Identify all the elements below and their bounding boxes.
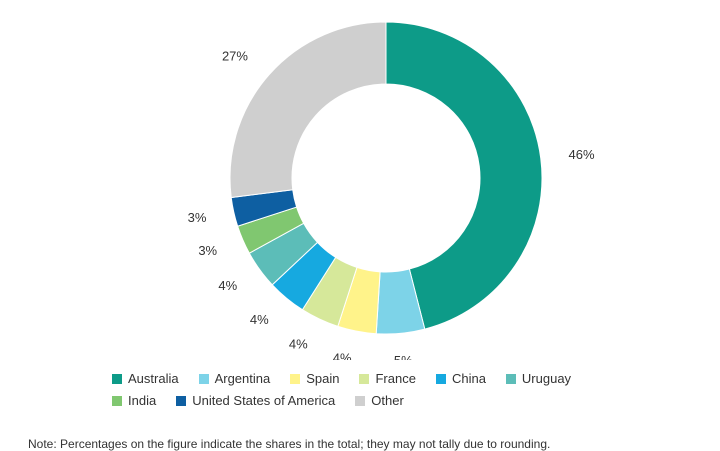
data-label-other: 27% <box>222 48 248 63</box>
chart-note: Note: Percentages on the figure indicate… <box>28 437 551 451</box>
data-label-france: 4% <box>289 336 308 351</box>
legend-swatch <box>505 374 516 384</box>
legend-row: India United States of America Other <box>112 392 672 410</box>
legend-swatch <box>176 396 187 406</box>
legend-label: France <box>375 371 416 386</box>
data-label-argentina: 5% <box>394 353 413 360</box>
legend-swatch <box>435 374 446 384</box>
legend-swatch <box>290 374 301 384</box>
data-label-united-states-of-america: 3% <box>188 210 207 225</box>
data-label-uruguay: 4% <box>218 278 237 293</box>
legend-label: United States of America <box>192 393 336 408</box>
legend-label: Other <box>371 393 404 408</box>
legend-item: China <box>435 370 486 388</box>
legend-label: Spain <box>306 371 340 386</box>
legend-item: United States of America <box>176 392 335 410</box>
slice-other <box>229 21 387 199</box>
legend-item: France <box>359 370 416 388</box>
legend-label: Uruguay <box>521 371 572 386</box>
legend-row: Australia Argentina Spain France China Urugua… <box>112 370 672 388</box>
data-label-india: 3% <box>198 243 217 258</box>
legend-swatch <box>112 396 122 406</box>
chart-legend: Australia Argentina Spain France China Urugua… <box>112 370 672 414</box>
slice-australia <box>385 21 543 330</box>
legend-label: Argentina <box>214 371 271 386</box>
legend-swatch <box>112 374 122 384</box>
legend-label: India <box>128 393 157 408</box>
legend-swatch <box>355 396 366 406</box>
legend-item: Spain <box>290 370 339 388</box>
legend-label: Australia <box>128 371 179 386</box>
legend-swatch <box>198 374 209 384</box>
legend-item: Australia <box>112 370 179 388</box>
legend-item: Uruguay <box>505 370 572 388</box>
donut-chart-svg: 46% 5% 4% 4% 4% 4% 3% 3% 27% <box>188 21 595 360</box>
legend-item: Argentina <box>198 370 271 388</box>
data-label-china: 4% <box>250 312 269 327</box>
legend-item: India <box>112 392 156 410</box>
data-label-australia: 46% <box>569 147 595 162</box>
data-label-spain: 4% <box>333 351 352 360</box>
donut-chart: 46% 5% 4% 4% 4% 4% 3% 3% 27% <box>188 21 595 360</box>
legend-item: Other <box>355 392 404 410</box>
legend-swatch <box>359 374 370 384</box>
legend-label: China <box>451 371 486 386</box>
